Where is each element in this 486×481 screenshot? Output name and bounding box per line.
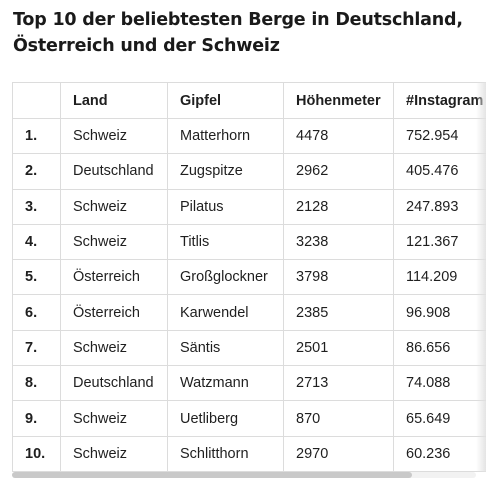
- cell-hoehenmeter: 2713: [283, 365, 394, 402]
- cell-rank: 9.: [12, 400, 61, 437]
- column-header-gipfel: Gipfel: [167, 82, 284, 119]
- cell-rank: 6.: [12, 294, 61, 331]
- scrollbar-thumb[interactable]: [12, 472, 412, 478]
- cell-hoehenmeter: 3798: [283, 259, 394, 296]
- horizontal-scrollbar[interactable]: [12, 472, 476, 478]
- cell-land: Deutschland: [60, 153, 168, 190]
- table-row: 3. Schweiz Pilatus 2128 247.893: [12, 188, 486, 225]
- cell-instagram: 247.893: [393, 188, 486, 225]
- cell-gipfel: Großglockner: [167, 259, 284, 296]
- table-row: 1. Schweiz Matterhorn 4478 752.954: [12, 117, 486, 155]
- cell-gipfel: Uetliberg: [167, 400, 284, 437]
- cell-rank: 7.: [12, 329, 61, 367]
- cell-land: Österreich: [60, 294, 168, 331]
- cell-land: Schweiz: [60, 223, 168, 261]
- cell-gipfel: Matterhorn: [167, 117, 284, 155]
- cell-land: Schweiz: [60, 329, 168, 367]
- cell-gipfel: Watzmann: [167, 365, 284, 402]
- cell-rank: 8.: [12, 365, 61, 402]
- cell-hoehenmeter: 4478: [283, 117, 394, 155]
- cell-hoehenmeter: 2970: [283, 435, 394, 472]
- table-scroll-container[interactable]: Land Gipfel Höhenmeter #Instagram 1. Sch…: [12, 82, 486, 472]
- cell-instagram: 96.908: [393, 294, 486, 331]
- table-row: 6. Österreich Karwendel 2385 96.908: [12, 294, 486, 331]
- table-row: 7. Schweiz Säntis 2501 86.656: [12, 329, 486, 367]
- cell-hoehenmeter: 3238: [283, 223, 394, 261]
- cell-rank: 10.: [12, 435, 61, 472]
- table-row: 5. Österreich Großglockner 3798 114.209: [12, 259, 486, 296]
- cell-hoehenmeter: 2501: [283, 329, 394, 367]
- cell-instagram: 405.476: [393, 153, 486, 190]
- cell-instagram: 114.209: [393, 259, 486, 296]
- cell-gipfel: Schlitthorn: [167, 435, 284, 472]
- cell-land: Schweiz: [60, 435, 168, 472]
- cell-rank: 2.: [12, 153, 61, 190]
- column-header-hoehenmeter: Höhenmeter: [283, 82, 394, 119]
- cell-instagram: 60.236: [393, 435, 486, 472]
- cell-instagram: 74.088: [393, 365, 486, 402]
- scroll-overflow-shadow: [476, 82, 486, 472]
- page-title: Top 10 der beliebtesten Berge in Deutsch…: [13, 10, 463, 56]
- cell-gipfel: Titlis: [167, 223, 284, 261]
- cell-hoehenmeter: 870: [283, 400, 394, 437]
- table-row: 2. Deutschland Zugspitze 2962 405.476: [12, 153, 486, 190]
- table-row: 10. Schweiz Schlitthorn 2970 60.236: [12, 435, 486, 472]
- cell-land: Österreich: [60, 259, 168, 296]
- cell-land: Schweiz: [60, 400, 168, 437]
- column-header-instagram: #Instagram: [393, 82, 486, 119]
- cell-gipfel: Pilatus: [167, 188, 284, 225]
- mountains-table: Land Gipfel Höhenmeter #Instagram 1. Sch…: [12, 82, 486, 472]
- cell-rank: 4.: [12, 223, 61, 261]
- cell-instagram: 121.367: [393, 223, 486, 261]
- cell-instagram: 752.954: [393, 117, 486, 155]
- cell-hoehenmeter: 2128: [283, 188, 394, 225]
- cell-land: Schweiz: [60, 117, 168, 155]
- table-row: 9. Schweiz Uetliberg 870 65.649: [12, 400, 486, 437]
- cell-gipfel: Zugspitze: [167, 153, 284, 190]
- cell-instagram: 86.656: [393, 329, 486, 367]
- table-header-row: Land Gipfel Höhenmeter #Instagram: [12, 82, 486, 119]
- table-row: 8. Deutschland Watzmann 2713 74.088: [12, 365, 486, 402]
- cell-instagram: 65.649: [393, 400, 486, 437]
- cell-hoehenmeter: 2385: [283, 294, 394, 331]
- cell-gipfel: Karwendel: [167, 294, 284, 331]
- cell-hoehenmeter: 2962: [283, 153, 394, 190]
- cell-land: Schweiz: [60, 188, 168, 225]
- column-header-land: Land: [60, 82, 168, 119]
- cell-rank: 3.: [12, 188, 61, 225]
- table-row: 4. Schweiz Titlis 3238 121.367: [12, 223, 486, 261]
- cell-land: Deutschland: [60, 365, 168, 402]
- cell-rank: 1.: [12, 117, 61, 155]
- cell-rank: 5.: [12, 259, 61, 296]
- cell-gipfel: Säntis: [167, 329, 284, 367]
- column-header-rank: [12, 82, 61, 119]
